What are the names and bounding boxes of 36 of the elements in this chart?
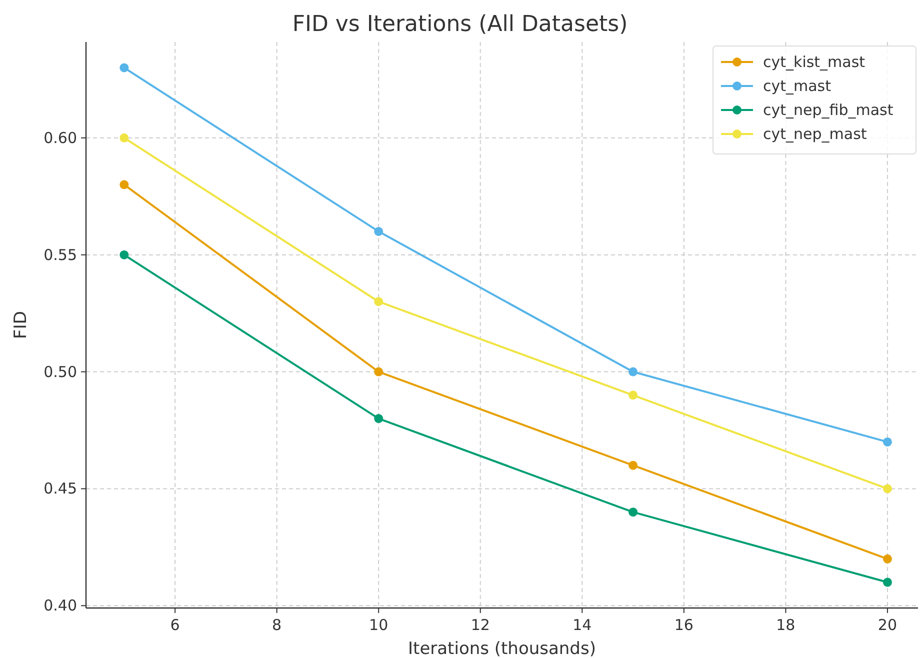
point bbox=[882, 578, 892, 587]
legend-label: cyt_nep_fib_mast bbox=[763, 101, 894, 119]
x-tick-label: 16 bbox=[674, 616, 694, 634]
x-tick-label: 6 bbox=[170, 616, 180, 634]
point bbox=[120, 180, 129, 190]
y-axis-title: FID bbox=[11, 311, 31, 339]
point bbox=[120, 63, 129, 72]
point bbox=[882, 437, 892, 446]
chart-title: FID vs Iterations (All Datasets) bbox=[292, 12, 628, 37]
point bbox=[628, 460, 638, 470]
point bbox=[628, 367, 638, 376]
y-tick-label: 0.45 bbox=[44, 480, 77, 498]
legend-label: cyt_nep_mast bbox=[763, 125, 867, 143]
point bbox=[120, 250, 129, 260]
point bbox=[882, 484, 892, 494]
legend-label: cyt_kist_mast bbox=[763, 53, 866, 71]
point bbox=[628, 390, 638, 400]
point bbox=[374, 226, 384, 236]
x-tick-label: 10 bbox=[369, 616, 388, 634]
y-tick-label: 0.60 bbox=[44, 128, 77, 147]
point bbox=[120, 133, 129, 142]
legend-label: cyt_mast bbox=[763, 77, 832, 95]
point bbox=[628, 508, 638, 517]
x-tick-label: 12 bbox=[470, 616, 490, 634]
point bbox=[374, 297, 384, 306]
point bbox=[374, 414, 384, 424]
y-tick-label: 0.40 bbox=[44, 596, 77, 615]
x-tick-label: 8 bbox=[272, 616, 282, 634]
x-tick-label: 18 bbox=[776, 616, 796, 634]
x-tick-label: 14 bbox=[572, 616, 592, 634]
point bbox=[882, 554, 892, 564]
x-tick-label: 20 bbox=[878, 616, 898, 634]
x-axis-title: Iterations (thousands) bbox=[408, 639, 596, 658]
y-tick-label: 0.50 bbox=[44, 362, 77, 381]
y-tick-label: 0.55 bbox=[44, 246, 77, 264]
point bbox=[374, 367, 384, 376]
